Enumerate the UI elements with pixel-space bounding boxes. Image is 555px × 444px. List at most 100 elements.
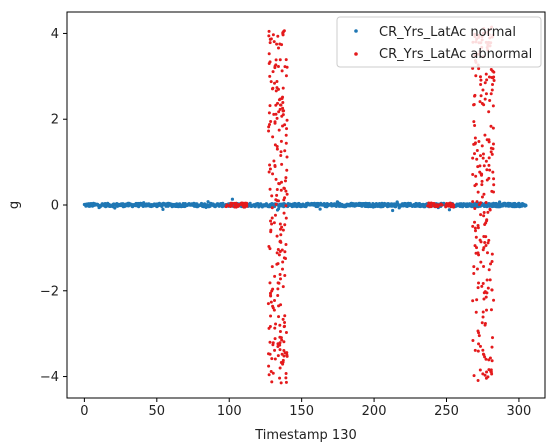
abnormal-point: [277, 253, 281, 257]
abnormal-point: [278, 376, 282, 380]
abnormal-point: [273, 326, 277, 330]
abnormal-point: [473, 123, 477, 127]
abnormal-point: [271, 86, 275, 90]
abnormal-point: [477, 342, 481, 346]
abnormal-point: [281, 33, 285, 37]
abnormal-point: [283, 65, 287, 69]
abnormal-point: [267, 364, 271, 368]
y-tick-label: 2: [51, 113, 59, 128]
abnormal-point: [270, 289, 274, 293]
abnormal-point: [281, 106, 285, 110]
abnormal-point: [273, 274, 277, 278]
abnormal-point: [473, 152, 476, 156]
abnormal-point: [488, 278, 492, 282]
abnormal-point: [268, 291, 272, 295]
abnormal-point: [284, 189, 288, 193]
abnormal-point: [484, 92, 488, 96]
abnormal-point: [277, 315, 281, 319]
abnormal-point: [282, 186, 286, 190]
abnormal-point: [267, 352, 270, 356]
abnormal-point: [284, 216, 288, 220]
abnormal-point: [279, 150, 283, 154]
abnormal-point: [268, 281, 272, 285]
abnormal-point: [477, 140, 481, 144]
abnormal-point: [481, 281, 485, 285]
abnormal-point: [483, 323, 487, 327]
abnormal-point: [276, 262, 280, 266]
abnormal-point: [477, 281, 481, 285]
abnormal-point: [272, 308, 276, 312]
abnormal-point: [480, 183, 484, 187]
abnormal-point: [284, 380, 288, 384]
abnormal-point: [273, 163, 277, 167]
abnormal-point: [471, 200, 475, 204]
abnormal-point: [473, 226, 477, 230]
abnormal-point: [487, 163, 491, 167]
abnormal-point: [283, 314, 287, 318]
abnormal-point: [483, 133, 487, 137]
abnormal-point: [489, 146, 493, 150]
x-tick-label: 0: [80, 404, 88, 419]
x-tick-label: 150: [289, 404, 314, 419]
abnormal-point: [473, 142, 477, 146]
abnormal-point: [282, 354, 286, 358]
abnormal-point: [269, 300, 273, 304]
abnormal-point: [489, 308, 493, 312]
abnormal-point: [268, 324, 272, 328]
abnormal-point: [482, 211, 486, 214]
abnormal-point: [284, 331, 288, 335]
legend-marker-normal: [354, 29, 358, 33]
abnormal-point: [273, 120, 277, 124]
abnormal-point: [479, 94, 483, 98]
abnormal-point: [482, 246, 486, 250]
normal-point: [221, 201, 225, 205]
abnormal-point: [270, 216, 274, 220]
abnormal-point: [479, 213, 483, 217]
abnormal-point: [268, 104, 272, 108]
abnormal-point: [280, 267, 284, 271]
abnormal-point: [269, 230, 273, 234]
abnormal-point: [281, 260, 285, 264]
abnormal-point: [269, 219, 273, 223]
abnormal-point: [282, 348, 286, 352]
abnormal-point: [482, 265, 486, 269]
abnormal-point: [480, 321, 484, 325]
abnormal-point: [270, 194, 274, 198]
abnormal-point: [477, 253, 481, 257]
abnormal-point: [266, 302, 270, 306]
abnormal-point: [232, 201, 236, 205]
y-axis-label: g: [7, 201, 22, 209]
abnormal-point: [268, 122, 271, 126]
abnormal-point: [490, 288, 494, 292]
abnormal-point: [283, 324, 287, 328]
abnormal-point: [491, 104, 495, 108]
abnormal-point: [485, 178, 489, 182]
abnormal-point: [267, 62, 271, 66]
abnormal-point: [280, 248, 284, 252]
abnormal-point: [480, 195, 484, 199]
abnormal-point: [481, 88, 485, 92]
abnormal-point: [492, 75, 496, 79]
abnormal-point: [285, 118, 289, 122]
abnormal-point: [484, 244, 488, 247]
abnormal-point: [269, 369, 273, 373]
abnormal-point: [476, 329, 480, 333]
abnormal-point: [273, 213, 277, 217]
abnormal-point: [280, 352, 284, 356]
normal-point: [447, 208, 451, 212]
abnormal-point: [480, 172, 484, 176]
abnormal-point: [487, 110, 491, 114]
abnormal-point: [284, 371, 288, 375]
abnormal-point: [488, 168, 492, 172]
abnormal-point: [482, 353, 486, 357]
abnormal-point: [491, 170, 495, 174]
abnormal-point: [285, 127, 289, 131]
abnormal-point: [276, 64, 280, 68]
legend-label-normal: CR_Yrs_LatAc normal: [379, 25, 516, 40]
abnormal-point: [471, 156, 475, 160]
abnormal-point: [478, 75, 482, 79]
abnormal-point: [278, 348, 282, 352]
abnormal-point: [274, 202, 278, 206]
abnormal-point: [483, 223, 487, 227]
